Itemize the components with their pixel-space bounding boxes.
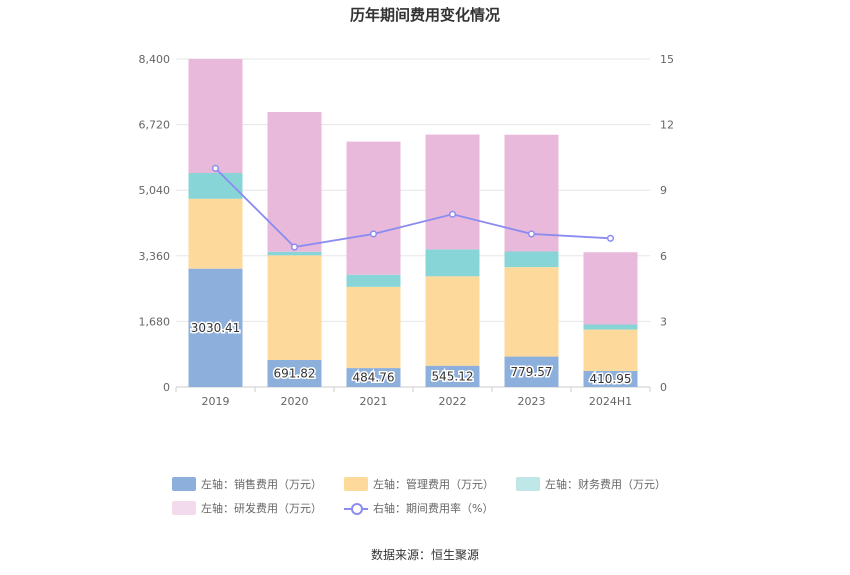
bar-segment-0 [346, 368, 401, 387]
legend-label-rd: 左轴：研发费用（万元） [201, 502, 322, 515]
legend-item-rate[interactable]: 右轴：期间费用率（%） [344, 500, 493, 516]
rate-point [211, 164, 220, 172]
bar-segment-0 [188, 268, 243, 387]
x-tick-label: 2019 [202, 395, 230, 408]
y-left-tick-label: 3,360 [139, 250, 171, 263]
bar-segment-1 [346, 286, 401, 369]
legend-label-sales: 左轴：销售费用（万元） [201, 478, 322, 491]
legend-swatch-mgmt [344, 477, 368, 491]
legend: 左轴：销售费用（万元） 左轴：管理费用（万元） 左轴：财务费用（万元） 左轴：研… [172, 472, 692, 520]
bar-segment-0 [504, 356, 559, 387]
bar-segment-1 [425, 276, 480, 366]
y-right-tick-label: 3 [660, 315, 667, 328]
legend-swatch-rate [344, 501, 368, 515]
chart-area: 0 1,680 3,360 5,040 6,720 8,400 0 3 6 9 12 15 2019 20… [139, 53, 675, 408]
bar-segment-3 [583, 252, 638, 325]
bar-segment-2 [504, 251, 559, 268]
bar-segment-3 [188, 58, 243, 174]
data-source: 数据来源：恒生聚源 [370, 548, 479, 562]
rate-point [606, 234, 615, 242]
legend-swatch-rd [172, 501, 196, 515]
legend-label-mgmt: 左轴：管理费用（万元） [373, 478, 494, 491]
bar-segment-1 [267, 255, 322, 360]
bar-segment-3 [267, 112, 322, 252]
y-right-tick-label: 12 [660, 119, 674, 132]
legend-item-rd[interactable]: 左轴：研发费用（万元） [172, 500, 330, 516]
bar-segment-0 [267, 359, 322, 387]
y-right-tick-label: 0 [660, 381, 667, 394]
y-left-tick-label: 6,720 [139, 119, 171, 132]
y-right-tick-label: 9 [660, 184, 667, 197]
x-tick-label: 2024H1 [589, 395, 632, 408]
bar-segment-2 [425, 249, 480, 277]
legend-label-fin: 左轴：财务费用（万元） [545, 478, 666, 491]
legend-item-sales[interactable]: 左轴：销售费用（万元） [172, 476, 330, 492]
legend-swatch-fin [516, 477, 540, 491]
bar-segment-0 [425, 365, 480, 387]
bar-data-label: 545.12 [432, 369, 474, 383]
bar-segment-0 [583, 370, 638, 387]
x-tick-label: 2021 [360, 395, 388, 408]
bar-segment-1 [583, 329, 638, 371]
bar-segment-2 [188, 173, 243, 199]
bar-data-label: 779.57 [511, 365, 553, 379]
rate-point [448, 210, 457, 218]
legend-label-rate: 右轴：期间费用率（%） [373, 502, 494, 515]
legend-item-fin[interactable]: 左轴：财务费用（万元） [516, 476, 666, 492]
bar-segment-3 [346, 141, 401, 275]
x-tick-label: 2023 [518, 395, 546, 408]
rate-point [290, 243, 299, 251]
chart-title: 历年期间费用变化情况 [349, 6, 500, 24]
bar-data-label: 410.95 [590, 372, 632, 386]
rate-line [214, 167, 611, 249]
rate-point [527, 230, 536, 238]
bar-segment-2 [583, 324, 638, 330]
y-right-tick-label: 15 [660, 53, 674, 66]
bar-segment-2 [346, 274, 401, 287]
rate-point [369, 230, 378, 238]
legend-swatch-sales [172, 477, 196, 491]
bar-data-label: 484.76 [353, 371, 395, 385]
y-left-tick-label: 5,040 [139, 184, 171, 197]
bar-segment-1 [504, 267, 559, 357]
bar-segment-2 [267, 251, 322, 256]
bar-segment-1 [188, 198, 243, 269]
x-tick-label: 2020 [281, 395, 309, 408]
y-left-tick-label: 1,680 [139, 315, 171, 328]
y-right-tick-label: 6 [660, 250, 667, 263]
bar-data-label: 3030.41 [191, 321, 241, 335]
bar-segment-3 [425, 134, 480, 250]
legend-item-mgmt[interactable]: 左轴：管理费用（万元） [344, 476, 502, 492]
y-left-tick-label: 8,400 [139, 53, 171, 66]
x-tick-label: 2022 [439, 395, 467, 408]
y-left-tick-label: 0 [163, 381, 170, 394]
bar-data-label: 691.82 [274, 366, 316, 380]
